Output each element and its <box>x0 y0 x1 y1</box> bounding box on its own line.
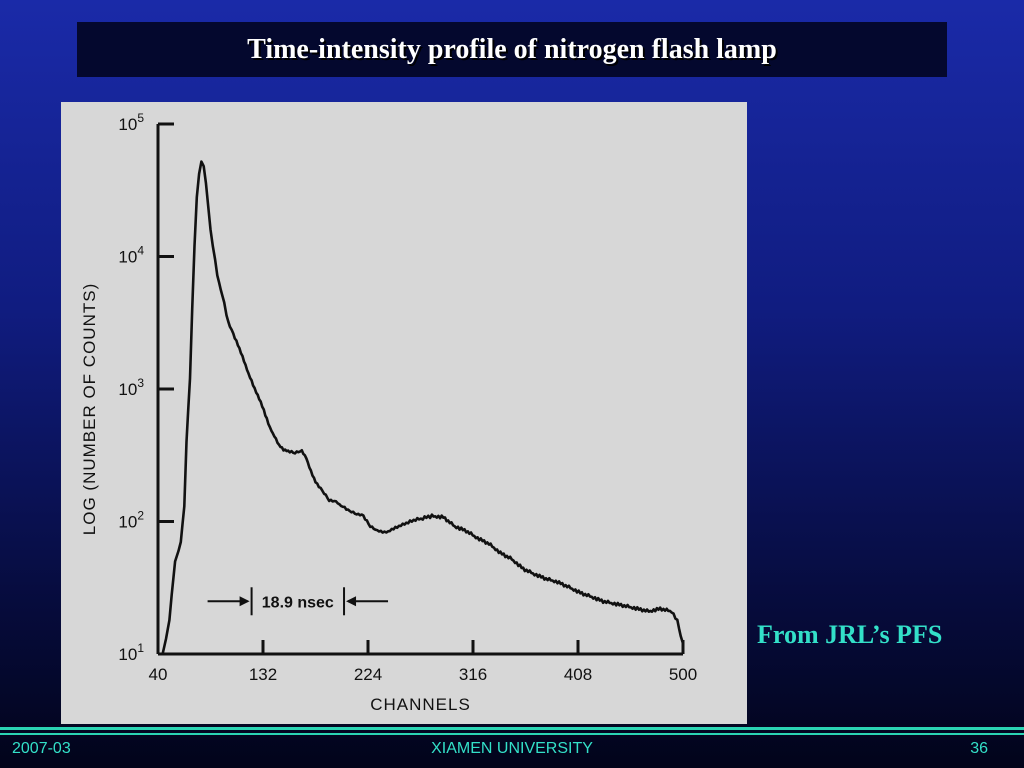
x-tick-label: 500 <box>669 665 697 684</box>
intensity-trace <box>161 160 685 655</box>
slide-number: 36 <box>970 740 988 757</box>
footer-divider-top <box>0 727 1024 730</box>
time-intensity-chart: 101 102 103 104 105 40 132 224 316 408 500 CHANNELS… <box>80 111 697 714</box>
y-tick-label: 103 <box>118 376 144 399</box>
y-axis-title: LOG (NUMBER OF COUNTS) <box>80 283 99 535</box>
x-tick-label: 224 <box>354 665 382 684</box>
footer-divider-bottom <box>0 733 1024 735</box>
x-tick-label: 408 <box>564 665 592 684</box>
figure-caption: From JRL’s PFS <box>757 620 943 649</box>
chart-figure: 101 102 103 104 105 40 132 224 316 408 500 CHANNELS… <box>61 102 747 724</box>
annotation-label: 18.9 nsec <box>262 594 334 611</box>
annotation-arrowhead-left <box>239 596 250 607</box>
y-tick-label: 104 <box>118 244 144 267</box>
footer-date: 2007-03 <box>12 740 71 757</box>
y-tick-label: 105 <box>118 111 144 134</box>
x-axis-title: CHANNELS <box>370 695 471 714</box>
x-tick-label: 316 <box>459 665 487 684</box>
title-bar: Time-intensity profile of nitrogen flash… <box>77 22 947 77</box>
x-tick-label: 132 <box>249 665 277 684</box>
y-tick-label: 102 <box>118 509 144 532</box>
y-tick-label: 101 <box>118 641 144 664</box>
x-tick-label: 40 <box>149 665 168 684</box>
footer-institution: XIAMEN UNIVERSITY <box>431 740 593 757</box>
annotation-arrowhead-right <box>346 596 357 607</box>
slide-title: Time-intensity profile of nitrogen flash… <box>247 33 777 65</box>
